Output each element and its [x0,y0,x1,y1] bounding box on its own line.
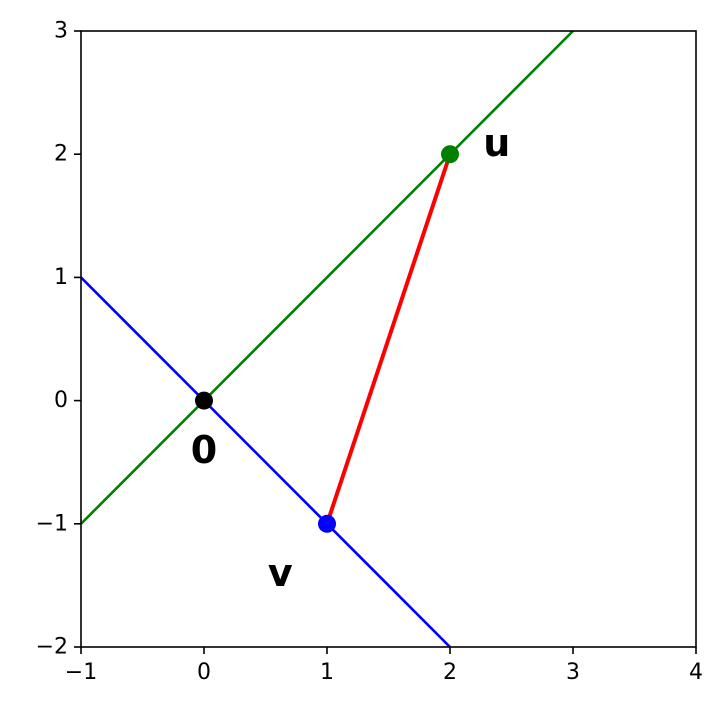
plot-area: 0 u v [81,31,574,647]
x-tick-label: 0 [197,660,211,685]
y-tick-label: 0 [54,388,68,413]
x-tick-label: 3 [566,660,580,685]
y-tick-label: 3 [54,19,68,44]
x-axis: −1 0 1 2 3 4 [65,647,703,685]
point-label-0: 0 [191,428,217,472]
y-axis: −2 −1 0 1 2 3 [36,19,81,660]
y-tick-label: −2 [36,635,68,660]
series-line-1 [81,276,451,647]
series-line-2 [325,153,452,525]
y-tick-label: 1 [54,265,68,290]
x-tick-label: 4 [689,660,703,685]
series-line-0 [81,31,574,525]
x-tick-label: −1 [65,660,97,685]
point-label-1: u [483,121,510,165]
y-tick-label: 2 [54,142,68,167]
data-point-1 [441,145,459,164]
x-tick-label: 2 [443,660,457,685]
data-point-0 [195,391,213,410]
y-tick-label: −1 [36,511,68,536]
data-point-2 [318,514,336,533]
x-tick-label: 1 [320,660,334,685]
point-label-2: v [268,551,293,595]
axes-frame [80,30,697,648]
